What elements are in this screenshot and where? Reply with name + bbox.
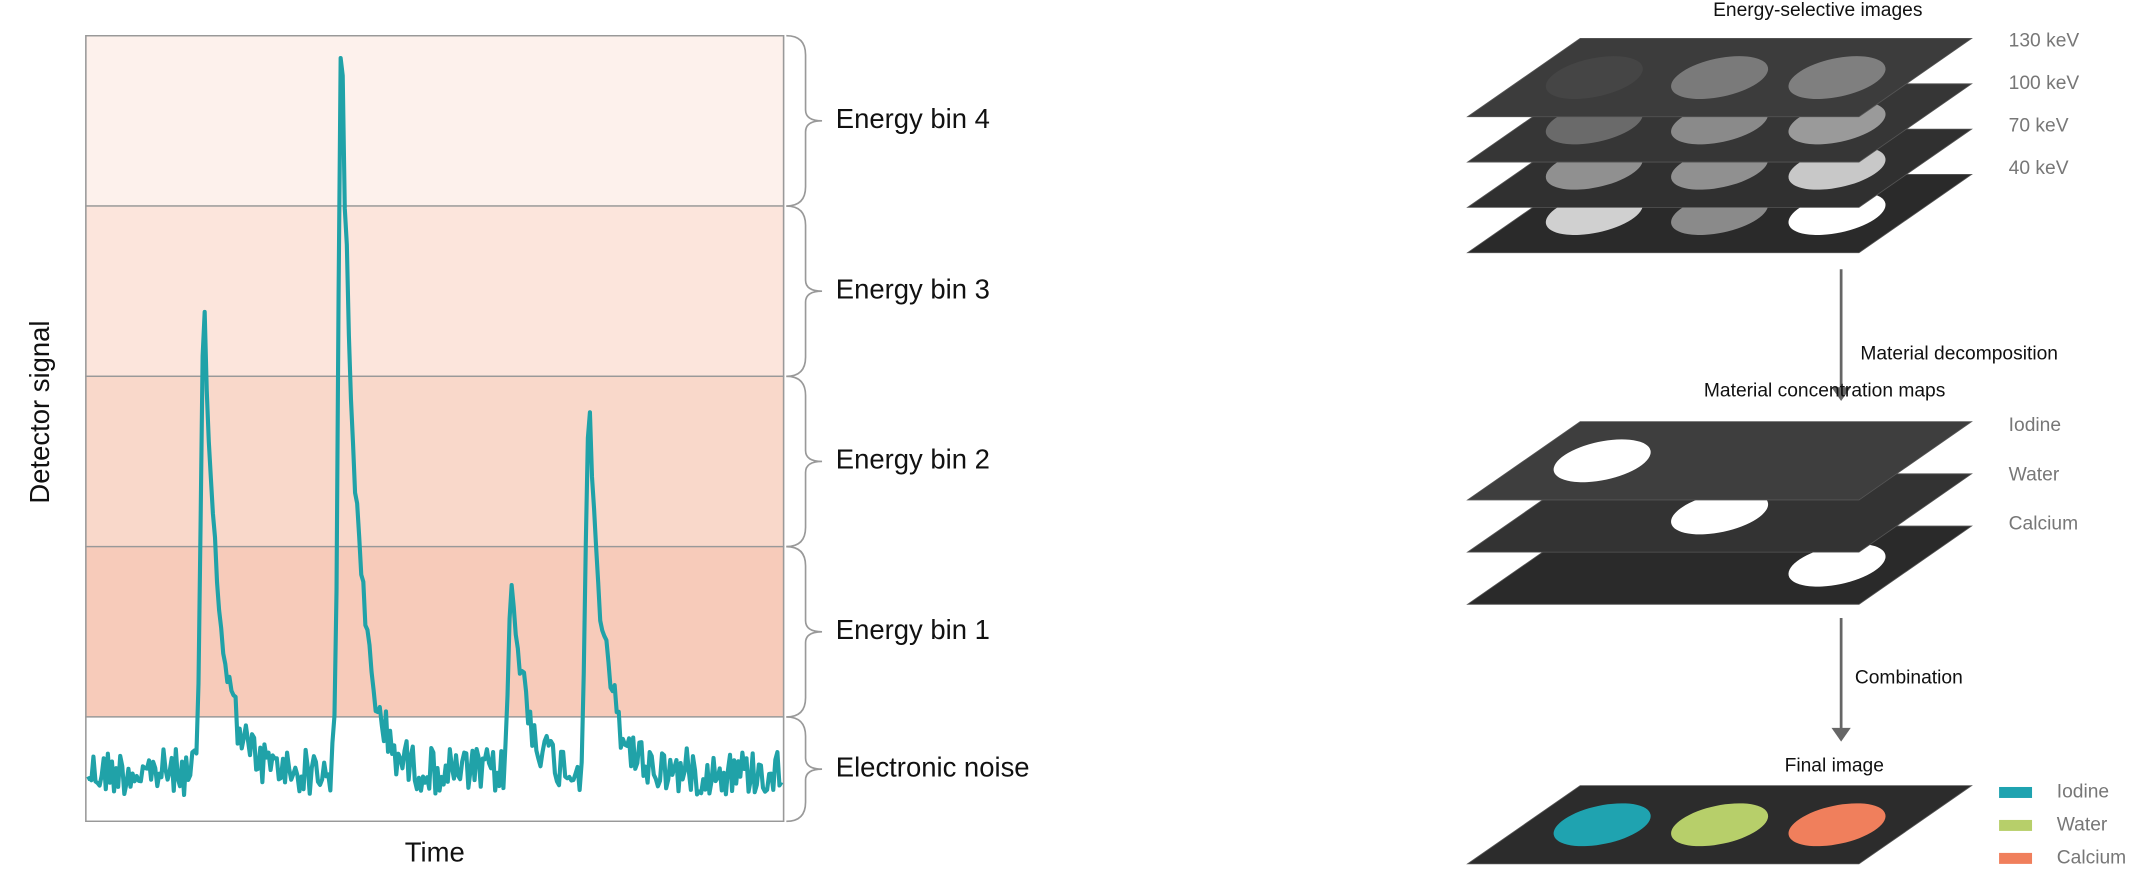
y-axis-label: Detector signal — [24, 320, 55, 503]
brace — [786, 376, 822, 546]
energy-label: 100 keV — [2009, 73, 2080, 94]
brace — [786, 36, 822, 206]
brace — [786, 206, 822, 376]
bin-label: Energy bin 4 — [836, 103, 990, 134]
title: Final image — [1785, 755, 1884, 776]
bin-label: Electronic noise — [836, 751, 1030, 782]
energy-label: 70 keV — [2009, 115, 2069, 136]
legend-swatch — [1999, 853, 2032, 864]
material-label: Iodine — [2009, 415, 2061, 436]
diagram: Energy bin 4 Energy bin 3 Energy bin 2 Ener… — [0, 0, 2155, 879]
band — [86, 376, 784, 546]
brace — [786, 717, 822, 821]
material-label: Water — [2009, 464, 2060, 485]
legend-swatch — [1999, 787, 2032, 798]
energy-label: 40 keV — [2009, 158, 2069, 179]
legend-label: Water — [2057, 815, 2108, 836]
band — [86, 206, 784, 376]
bin-label: Energy bin 1 — [836, 614, 990, 645]
bin-label: Energy bin 2 — [836, 444, 990, 475]
title: Material concentration maps — [1704, 381, 1945, 402]
arrow-head — [1832, 728, 1851, 742]
legend-swatch — [1999, 820, 2032, 831]
step-label: Material decomposition — [1860, 343, 2058, 364]
page: {"left": {"y_label": "Detector signal", … — [0, 0, 2155, 879]
legend-label: Calcium — [2057, 847, 2126, 868]
band — [86, 36, 784, 206]
legend-label: Iodine — [2057, 782, 2109, 803]
energy-label: 130 keV — [2009, 30, 2080, 51]
brace — [786, 547, 822, 717]
bin-label: Energy bin 3 — [836, 273, 990, 304]
x-axis-label: Time — [405, 837, 465, 868]
band — [86, 547, 784, 717]
step-label: Combination — [1855, 668, 1963, 689]
material-label: Calcium — [2009, 514, 2078, 535]
title: Energy-selective images — [1713, 0, 1922, 21]
